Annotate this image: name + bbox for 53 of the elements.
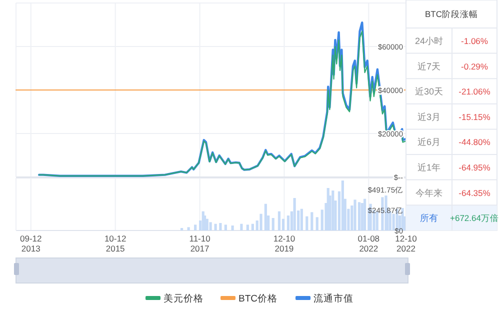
x-tick-label: 09-12 2013 — [20, 234, 42, 254]
bar — [240, 224, 243, 230]
bar — [187, 227, 190, 230]
category-label: 近7天 — [417, 61, 441, 72]
text: -0.29% — [461, 61, 488, 72]
bar — [354, 200, 356, 230]
text: +672.64万倍 — [450, 213, 499, 224]
bar — [286, 216, 290, 230]
x-tick-label: 11-10 2017 — [189, 234, 211, 254]
legend-label: 美元价格 — [164, 292, 204, 304]
category-label: 近3月 — [417, 112, 441, 122]
bar — [341, 180, 344, 230]
x-tick-label: 10-12 2015 — [104, 234, 126, 254]
bar — [300, 208, 303, 230]
text: -21.06% — [458, 86, 490, 97]
bar — [214, 224, 217, 230]
bar — [360, 203, 364, 230]
bar — [310, 212, 314, 230]
bar — [246, 224, 249, 230]
x-tick-label: 01-08 2022 — [358, 234, 380, 254]
bar — [316, 217, 318, 230]
x-tick-label: 12-10 2022 — [395, 234, 418, 254]
category-label: 近6月 — [417, 137, 441, 148]
bar — [206, 218, 208, 230]
text: -15.15% — [458, 112, 490, 122]
text: BTC阶段涨幅 — [425, 9, 478, 19]
legend-label: 流通市值 — [314, 292, 354, 304]
text: -44.80% — [458, 137, 490, 148]
category-label: 近1年 — [417, 162, 441, 172]
bar — [272, 218, 274, 230]
category-label: 所有 — [420, 213, 438, 224]
text: -1.06% — [461, 36, 488, 46]
bar — [363, 198, 366, 230]
category-label: 近30天 — [414, 86, 444, 97]
bar — [219, 223, 222, 230]
bar — [278, 211, 281, 230]
text: -64.35% — [458, 188, 490, 198]
bar — [260, 214, 262, 230]
bar — [224, 224, 227, 230]
bar — [293, 198, 296, 230]
bar — [264, 204, 267, 230]
bar — [306, 216, 308, 230]
bar — [203, 216, 206, 230]
bar — [209, 222, 212, 230]
bar — [251, 224, 254, 230]
x-tick-label: 12-10 2019 — [273, 234, 296, 254]
category-label: 今年来 — [416, 188, 442, 198]
text: -64.95% — [458, 162, 490, 172]
bar — [358, 202, 361, 230]
bar — [231, 226, 234, 230]
bar — [194, 224, 197, 230]
legend-label: BTC价格 — [238, 292, 278, 304]
category-label: 24小时 — [414, 36, 444, 46]
